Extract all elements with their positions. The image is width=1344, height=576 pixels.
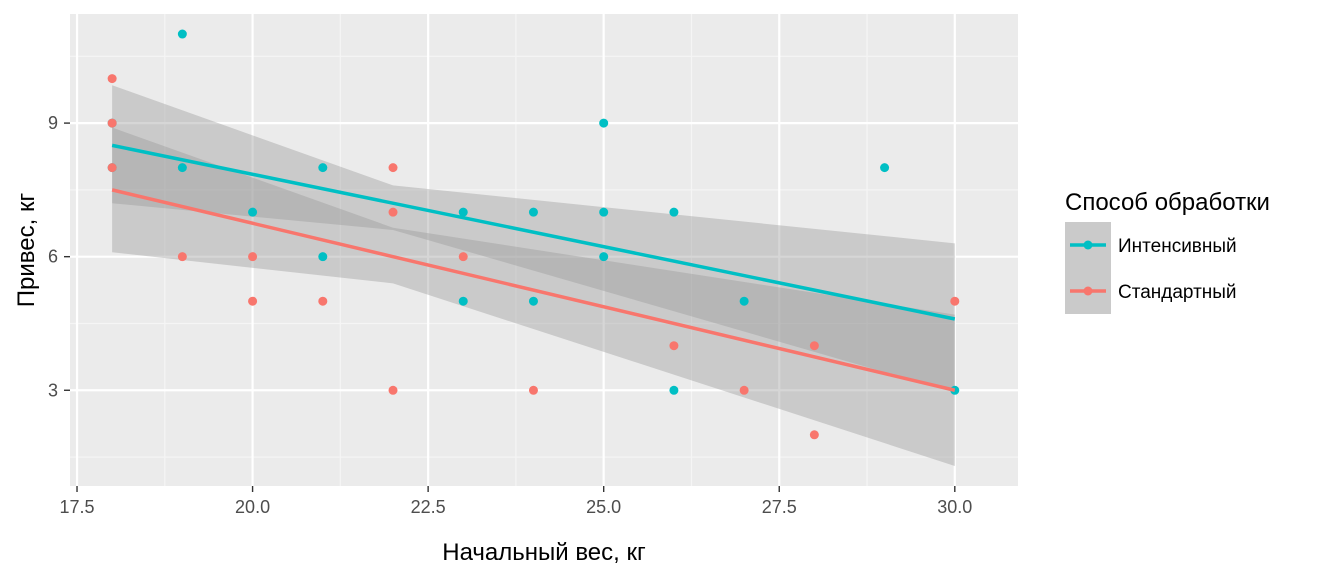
x-axis-title: Начальный вес, кг (442, 539, 646, 566)
data-point (528, 296, 538, 306)
data-point (599, 118, 609, 128)
y-tick-label: 6 (48, 247, 58, 267)
legend-key-point (1083, 240, 1093, 250)
data-point (318, 252, 328, 262)
data-point (318, 296, 328, 306)
data-point (739, 385, 749, 395)
data-point (809, 341, 819, 351)
data-point (107, 163, 117, 173)
legend-label: Стандартный (1118, 282, 1237, 303)
data-point (177, 163, 187, 173)
data-point (388, 207, 398, 217)
data-point (739, 296, 749, 306)
data-point (950, 296, 960, 306)
data-point (107, 118, 117, 128)
data-point (669, 207, 679, 217)
y-axis-title: Привес, кг (13, 193, 40, 308)
x-tick-label: 17.5 (59, 497, 94, 517)
data-point (880, 163, 890, 173)
data-points (107, 29, 960, 440)
data-point (458, 252, 468, 262)
data-point (599, 252, 609, 262)
x-tick-label: 25.0 (586, 497, 621, 517)
data-point (318, 163, 328, 173)
fit-lines (111, 143, 956, 392)
data-point (177, 29, 187, 39)
data-point (669, 341, 679, 351)
plot-panel (70, 14, 1018, 486)
confidence-band (112, 85, 955, 393)
regression-line (111, 143, 956, 321)
legend-title: Способ обработки (1065, 189, 1270, 216)
regression-line (111, 188, 956, 392)
legend-key-point (1083, 286, 1093, 296)
y-axis: 3 6 9 (48, 113, 70, 400)
x-tick-label: 22.5 (411, 497, 446, 517)
data-point (388, 163, 398, 173)
data-point (107, 74, 117, 84)
legend: Способ обработки Интенсивный Стандартный (1065, 189, 1270, 314)
data-point (248, 207, 258, 217)
data-point (809, 430, 819, 440)
data-point (458, 207, 468, 217)
data-point (248, 296, 258, 306)
x-axis: 17.5 20.0 22.5 25.0 27.5 30.0 (59, 486, 972, 517)
data-point (528, 207, 538, 217)
minor-grid (70, 14, 1018, 486)
data-point (669, 385, 679, 395)
major-grid (70, 14, 1018, 486)
data-point (599, 207, 609, 217)
x-tick-label: 20.0 (235, 497, 270, 517)
y-tick-label: 9 (48, 113, 58, 133)
x-tick-label: 30.0 (937, 497, 972, 517)
data-point (177, 252, 187, 262)
data-point (248, 252, 258, 262)
legend-label: Интенсивный (1118, 236, 1237, 257)
data-point (388, 385, 398, 395)
x-tick-label: 27.5 (762, 497, 797, 517)
data-point (528, 385, 538, 395)
data-point (458, 296, 468, 306)
y-tick-label: 3 (48, 380, 58, 400)
